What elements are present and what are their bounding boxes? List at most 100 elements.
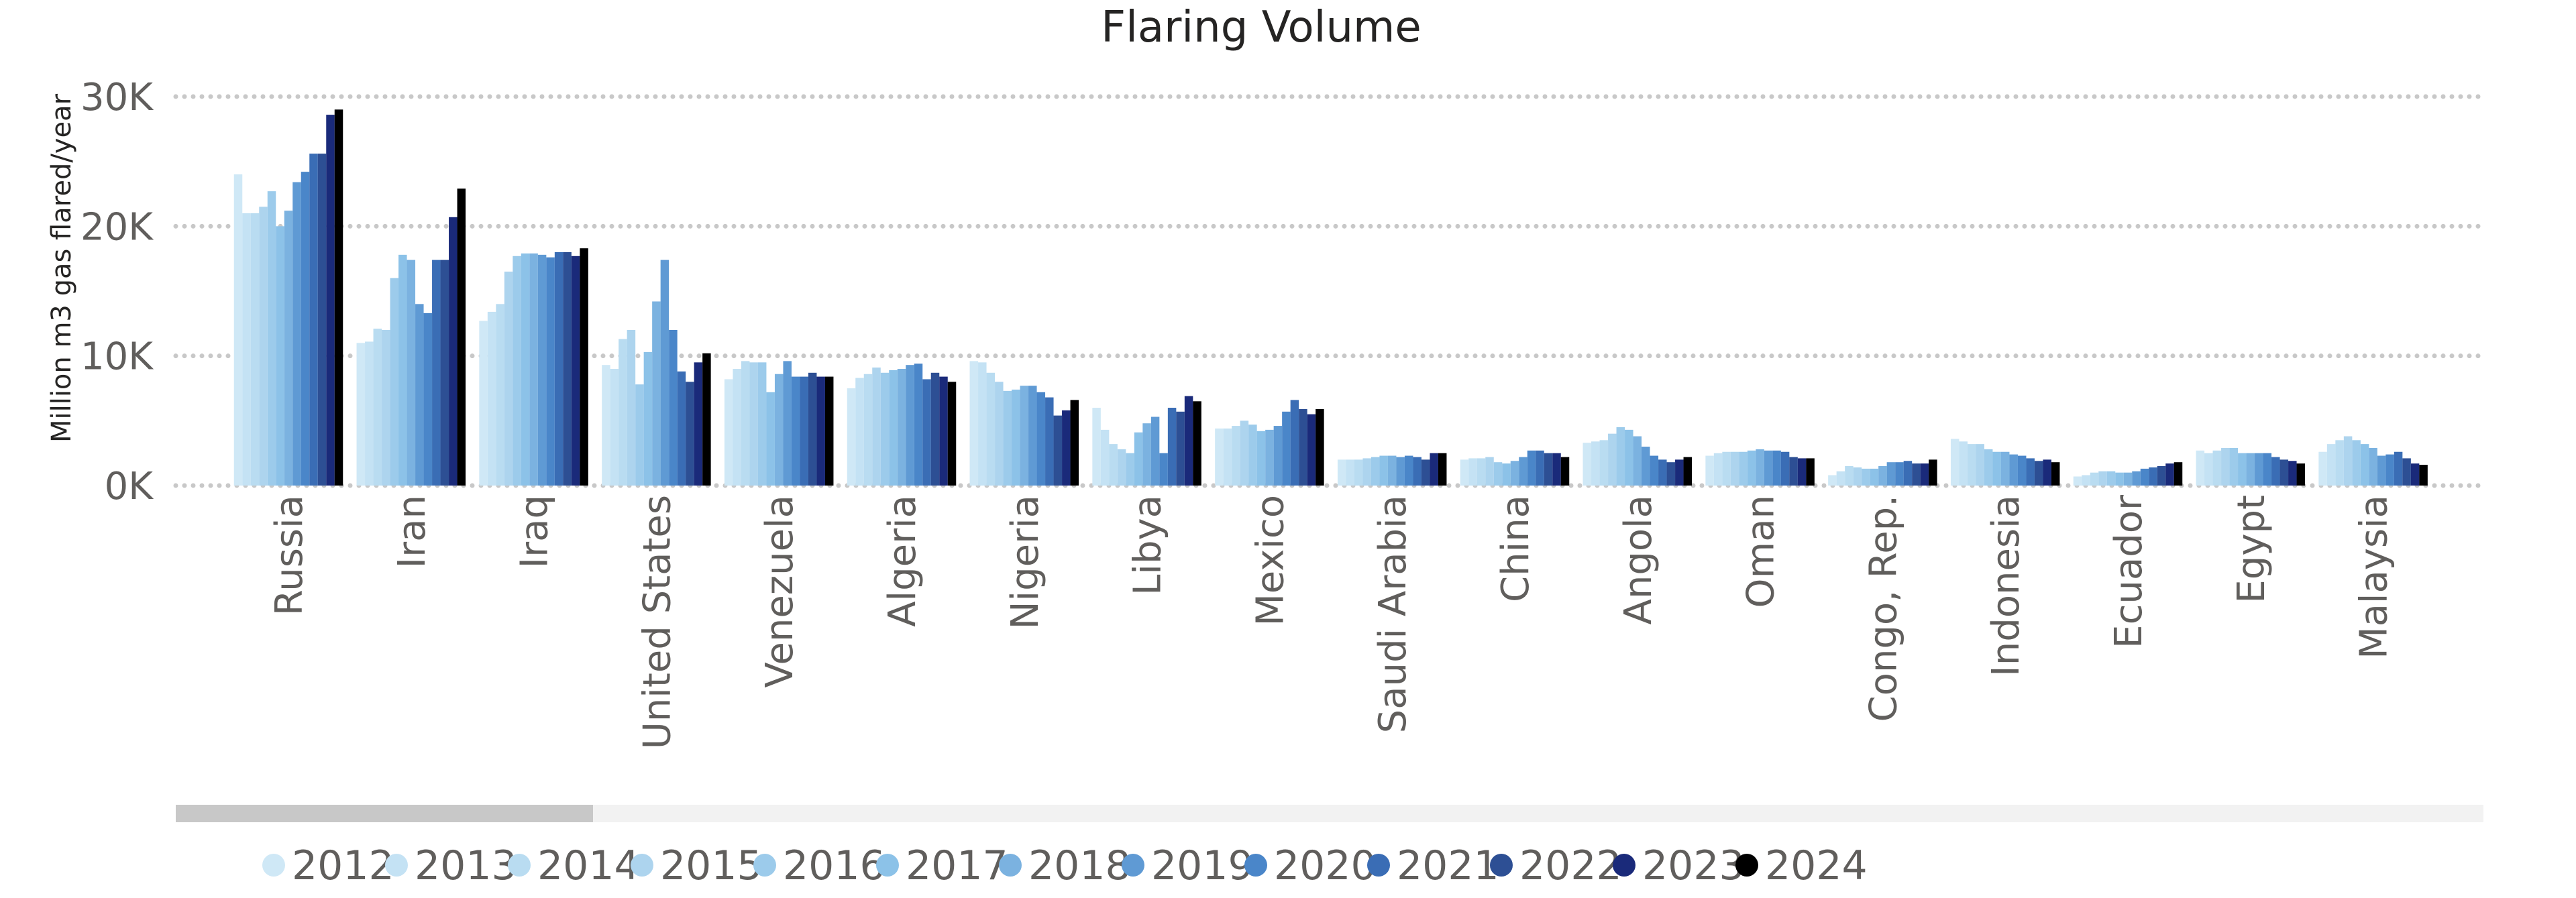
bar-2014[interactable]: [2335, 440, 2344, 486]
bar-2018[interactable]: [407, 260, 416, 486]
bar-2012[interactable]: [2196, 450, 2205, 486]
bar-2024[interactable]: [824, 376, 834, 486]
bar-2012[interactable]: [847, 388, 856, 486]
bar-2016[interactable]: [1616, 427, 1625, 486]
bar-2015[interactable]: [1240, 420, 1249, 486]
bar-2017[interactable]: [521, 253, 530, 486]
bar-2016[interactable]: [2352, 440, 2361, 486]
bar-2021[interactable]: [1413, 457, 1421, 486]
bar-2022[interactable]: [317, 154, 327, 486]
bar-2020[interactable]: [1772, 450, 1781, 486]
bar-2013[interactable]: [1100, 429, 1110, 486]
bar-2024[interactable]: [2296, 463, 2306, 486]
bar-2024[interactable]: [334, 109, 343, 486]
bar-2017[interactable]: [1625, 429, 1633, 486]
bar-2017[interactable]: [643, 351, 653, 486]
bar-2022[interactable]: [1421, 459, 1430, 486]
bar-2023[interactable]: [1920, 463, 1929, 486]
bar-2012[interactable]: [1092, 408, 1101, 486]
bar-2017[interactable]: [1870, 468, 1879, 486]
bar-2023[interactable]: [449, 217, 458, 486]
bar-2016[interactable]: [635, 384, 644, 486]
bar-2014[interactable]: [1354, 459, 1363, 486]
bar-2021[interactable]: [1167, 408, 1177, 486]
bar-2022[interactable]: [2279, 459, 2289, 486]
bar-2022[interactable]: [2034, 461, 2043, 486]
bar-2017[interactable]: [2360, 444, 2369, 486]
bar-2018[interactable]: [1020, 386, 1029, 486]
bar-2017[interactable]: [1992, 451, 2001, 486]
legend-label[interactable]: 2017: [906, 842, 1008, 889]
bar-2013[interactable]: [1346, 459, 1354, 486]
bar-2016[interactable]: [1984, 449, 1993, 486]
bar-2013[interactable]: [487, 311, 496, 486]
bar-2019[interactable]: [1886, 462, 1896, 486]
bar-2016[interactable]: [1371, 457, 1380, 486]
bar-2014[interactable]: [496, 304, 504, 486]
bar-2023[interactable]: [1184, 396, 1193, 486]
bar-2020[interactable]: [2263, 453, 2272, 486]
bar-2013[interactable]: [2204, 453, 2213, 486]
bar-2022[interactable]: [1789, 457, 1798, 486]
bar-2016[interactable]: [390, 278, 399, 486]
bar-2021[interactable]: [2271, 457, 2280, 486]
bar-2014[interactable]: [250, 213, 260, 486]
bar-2020[interactable]: [2140, 468, 2149, 486]
bar-2014[interactable]: [619, 339, 627, 486]
bar-2019[interactable]: [1764, 450, 1773, 486]
bar-2015[interactable]: [2343, 436, 2353, 486]
bar-2013[interactable]: [1713, 453, 1723, 486]
legend-label[interactable]: 2021: [1397, 842, 1499, 889]
bar-2020[interactable]: [546, 257, 555, 486]
legend-label[interactable]: 2024: [1765, 842, 1868, 889]
bar-2020[interactable]: [914, 363, 923, 486]
bar-2019[interactable]: [2255, 453, 2263, 486]
bar-2019[interactable]: [1150, 416, 1160, 486]
bar-2018[interactable]: [1387, 455, 1397, 486]
bar-2020[interactable]: [423, 313, 433, 486]
bar-2013[interactable]: [610, 369, 619, 486]
bar-2015[interactable]: [627, 330, 636, 486]
bar-2017[interactable]: [276, 226, 284, 486]
bar-2024[interactable]: [1929, 459, 1937, 486]
bar-2017[interactable]: [766, 392, 775, 486]
bar-2020[interactable]: [669, 330, 678, 486]
bar-2019[interactable]: [1396, 457, 1405, 486]
bar-2018[interactable]: [284, 211, 293, 486]
bar-2013[interactable]: [855, 378, 864, 486]
bar-2018[interactable]: [774, 374, 784, 486]
bar-2021[interactable]: [2394, 451, 2403, 486]
bar-2016[interactable]: [1493, 462, 1503, 486]
bar-2015[interactable]: [2221, 447, 2230, 486]
bar-2021[interactable]: [1903, 461, 1913, 486]
bar-2016[interactable]: [1126, 453, 1134, 486]
bar-2015[interactable]: [1730, 451, 1739, 486]
bar-2020[interactable]: [1282, 411, 1291, 486]
bar-2020[interactable]: [301, 172, 310, 486]
legend-label[interactable]: 2015: [660, 842, 763, 889]
bar-2016[interactable]: [2106, 471, 2116, 486]
bar-2015[interactable]: [872, 368, 881, 486]
bar-2024[interactable]: [1683, 457, 1693, 486]
bar-2024[interactable]: [1193, 401, 1201, 486]
bar-2022[interactable]: [1544, 453, 1553, 486]
bar-2020[interactable]: [1159, 453, 1168, 486]
legend-label[interactable]: 2014: [537, 842, 640, 889]
bar-2020[interactable]: [1895, 462, 1904, 486]
bar-2013[interactable]: [1468, 458, 1477, 486]
bar-2013[interactable]: [365, 341, 374, 486]
bar-2015[interactable]: [1976, 444, 1984, 486]
bar-2021[interactable]: [309, 154, 318, 486]
bar-2022[interactable]: [440, 260, 449, 486]
bar-2014[interactable]: [2090, 472, 2099, 486]
bar-2022[interactable]: [563, 252, 572, 486]
bar-2013[interactable]: [2082, 475, 2090, 486]
bar-2013[interactable]: [242, 213, 251, 486]
bar-2016[interactable]: [757, 362, 767, 486]
bar-2018[interactable]: [1633, 436, 1642, 486]
bar-2017[interactable]: [1747, 450, 1756, 486]
bar-2024[interactable]: [580, 248, 588, 486]
bar-2019[interactable]: [783, 361, 792, 486]
legend-label[interactable]: 2022: [1519, 842, 1622, 889]
bar-2019[interactable]: [415, 304, 424, 486]
